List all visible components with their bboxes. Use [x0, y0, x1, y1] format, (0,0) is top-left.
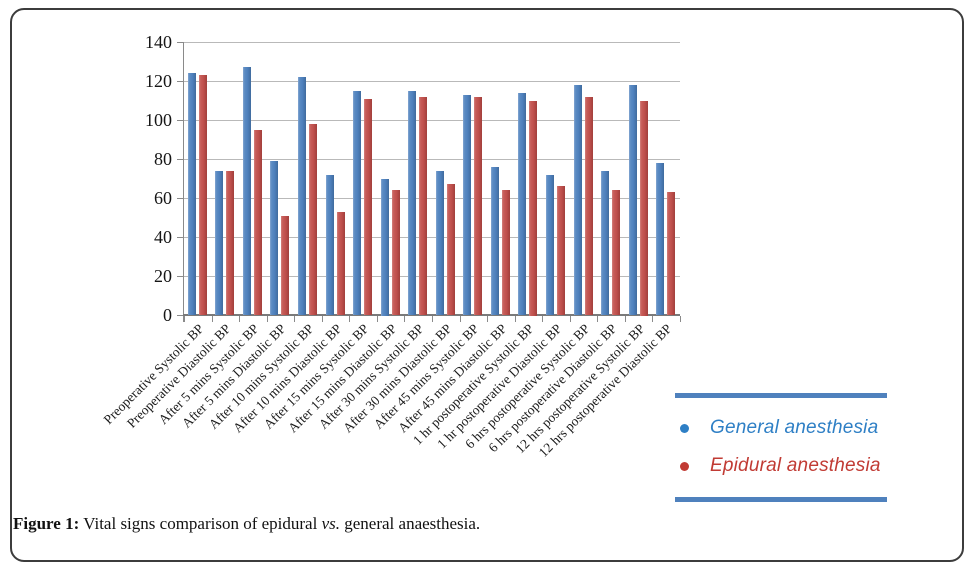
- y-axis-tick: [177, 81, 183, 82]
- legend-item-label: Epidural anesthesia: [710, 455, 881, 476]
- gridline: [184, 42, 680, 43]
- bar: [419, 97, 427, 315]
- y-tick-label: 80: [154, 149, 172, 169]
- bar: [215, 171, 223, 315]
- bar: [436, 171, 444, 315]
- x-axis-tick: [239, 316, 240, 322]
- legend-items: General anesthesia Epidural anesthesia: [675, 409, 887, 485]
- gridline: [184, 198, 680, 199]
- bar: [574, 85, 582, 315]
- x-axis-tick: [460, 316, 461, 322]
- bar: [270, 161, 278, 315]
- bar: [557, 186, 565, 315]
- legend-marker-dot: [680, 423, 689, 433]
- y-axis-tick: [177, 120, 183, 121]
- x-axis-tick: [294, 316, 295, 322]
- bar: [353, 91, 361, 315]
- bar: [529, 101, 537, 316]
- caption-vs: vs.: [321, 514, 340, 533]
- bar: [447, 184, 455, 315]
- caption-text-after: general anaesthesia.: [344, 514, 481, 533]
- x-axis-tick: [212, 316, 213, 322]
- caption-label: Figure 1:: [13, 514, 80, 533]
- x-axis-tick: [377, 316, 378, 322]
- bar: [243, 67, 251, 315]
- bar: [629, 85, 637, 315]
- y-axis-tick: [177, 315, 183, 316]
- bar: [667, 192, 675, 315]
- y-tick-label: 20: [154, 266, 172, 286]
- bar: [326, 175, 334, 315]
- legend-item-label: General anesthesia: [710, 417, 879, 438]
- y-tick-label: 120: [145, 71, 172, 91]
- bar: [188, 73, 196, 315]
- x-axis-tick: [680, 316, 681, 322]
- bar: [601, 171, 609, 315]
- bar: [337, 212, 345, 315]
- legend-marker-dot: [680, 461, 689, 471]
- x-axis-tick: [404, 316, 405, 322]
- y-axis-tick: [177, 42, 183, 43]
- caption-text-before: Vital signs comparison of epidural: [83, 514, 318, 533]
- gridline: [184, 81, 680, 82]
- bar: [474, 97, 482, 315]
- y-tick-label: 40: [154, 227, 172, 247]
- y-axis-line: [183, 42, 184, 322]
- x-axis-line: [183, 314, 680, 316]
- x-axis-tick: [542, 316, 543, 322]
- gridline: [184, 276, 680, 277]
- bar: [199, 75, 207, 315]
- bar: [392, 190, 400, 315]
- bar: [298, 77, 306, 315]
- gridline: [184, 237, 680, 238]
- x-axis-tick: [625, 316, 626, 322]
- bar: [408, 91, 416, 315]
- bar: [656, 163, 664, 315]
- bar: [364, 99, 372, 315]
- x-axis-tick: [349, 316, 350, 322]
- x-axis-tick: [597, 316, 598, 322]
- x-axis-tick: [570, 316, 571, 322]
- gridline: [184, 120, 680, 121]
- bar: [381, 179, 389, 316]
- y-tick-label: 0: [163, 305, 172, 325]
- gridline: [184, 159, 680, 160]
- bar: [226, 171, 234, 315]
- bar: [254, 130, 262, 315]
- bar: [491, 167, 499, 315]
- x-axis-tick: [184, 316, 185, 322]
- bar: [463, 95, 471, 315]
- y-axis-tick: [177, 198, 183, 199]
- bar: [309, 124, 317, 315]
- y-tick-label: 60: [154, 188, 172, 208]
- bar: [518, 93, 526, 315]
- bar: [612, 190, 620, 315]
- legend-top-rule: [675, 393, 887, 398]
- bar: [585, 97, 593, 315]
- legend-item: Epidural anesthesia: [675, 447, 887, 485]
- y-tick-label: 100: [145, 110, 172, 130]
- y-axis-tick: [177, 237, 183, 238]
- bar: [640, 101, 648, 316]
- bar: [281, 216, 289, 315]
- legend-bottom-rule: [675, 497, 887, 502]
- legend-item: General anesthesia: [675, 409, 887, 447]
- x-axis-tick: [322, 316, 323, 322]
- x-axis-tick: [487, 316, 488, 322]
- x-axis-tick: [515, 316, 516, 322]
- bar: [502, 190, 510, 315]
- y-tick-label: 140: [145, 32, 172, 52]
- x-axis-tick: [432, 316, 433, 322]
- y-axis-tick: [177, 159, 183, 160]
- x-axis-tick: [267, 316, 268, 322]
- chart-legend: General anesthesia Epidural anesthesia: [675, 393, 887, 502]
- figure-border: [10, 8, 964, 562]
- y-axis-tick: [177, 276, 183, 277]
- figure-caption: Figure 1: Vital signs comparison of epid…: [13, 514, 713, 534]
- x-axis-tick: [652, 316, 653, 322]
- bar: [546, 175, 554, 315]
